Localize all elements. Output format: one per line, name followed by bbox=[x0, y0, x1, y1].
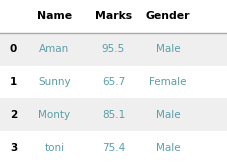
Text: Marks: Marks bbox=[95, 11, 132, 21]
Bar bbox=[0, 98, 227, 131]
Text: Male: Male bbox=[156, 110, 180, 120]
Text: 85.1: 85.1 bbox=[102, 110, 125, 120]
Text: 0: 0 bbox=[10, 44, 17, 54]
Text: Male: Male bbox=[156, 143, 180, 153]
Text: 95.5: 95.5 bbox=[102, 44, 125, 54]
Bar bbox=[0, 0, 227, 33]
Text: 65.7: 65.7 bbox=[102, 77, 125, 87]
Bar bbox=[0, 33, 227, 66]
Text: Female: Female bbox=[149, 77, 187, 87]
Text: Monty: Monty bbox=[38, 110, 71, 120]
Text: Aman: Aman bbox=[39, 44, 70, 54]
Bar bbox=[0, 131, 227, 164]
Text: 1: 1 bbox=[10, 77, 17, 87]
Text: 2: 2 bbox=[10, 110, 17, 120]
Text: 3: 3 bbox=[10, 143, 17, 153]
Text: 75.4: 75.4 bbox=[102, 143, 125, 153]
Text: toni: toni bbox=[44, 143, 64, 153]
Text: Sunny: Sunny bbox=[38, 77, 71, 87]
Text: Name: Name bbox=[37, 11, 72, 21]
Text: Gender: Gender bbox=[146, 11, 190, 21]
Bar bbox=[0, 66, 227, 98]
Text: Male: Male bbox=[156, 44, 180, 54]
